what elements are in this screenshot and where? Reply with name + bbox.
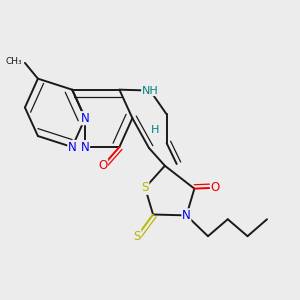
Text: N: N bbox=[81, 112, 89, 125]
Text: N: N bbox=[81, 140, 89, 154]
Text: CH₃: CH₃ bbox=[5, 57, 22, 66]
Text: S: S bbox=[134, 230, 141, 243]
Text: N: N bbox=[182, 209, 191, 222]
Text: O: O bbox=[210, 181, 220, 194]
Text: S: S bbox=[141, 181, 149, 194]
Text: O: O bbox=[98, 159, 107, 172]
Text: NH: NH bbox=[142, 85, 158, 96]
Text: N: N bbox=[68, 140, 76, 154]
Text: H: H bbox=[151, 125, 159, 135]
